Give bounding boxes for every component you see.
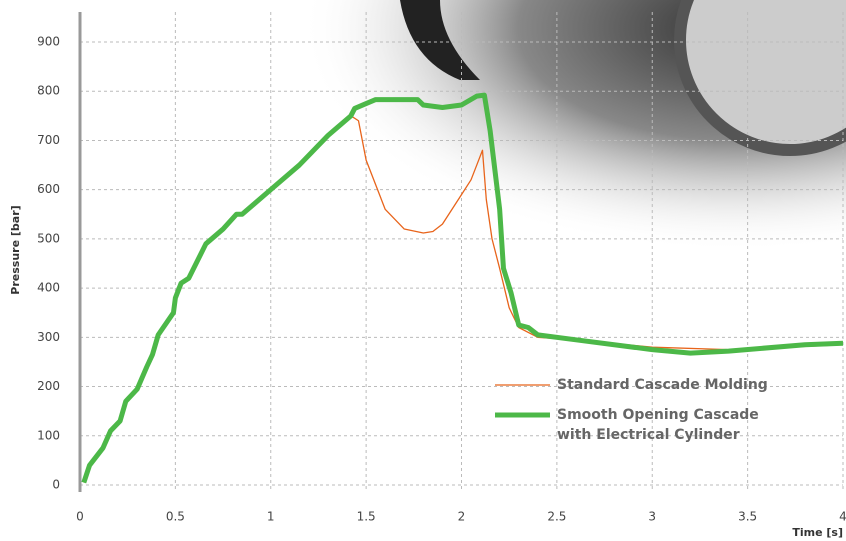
y-tick-label: 500 (37, 231, 60, 245)
y-tick-label: 800 (37, 84, 60, 98)
legend-line: Smooth Opening Cascade (557, 407, 759, 423)
y-tick-label: 900 (37, 35, 60, 49)
x-tick-label: 4 (839, 510, 846, 524)
y-tick-label: 400 (37, 281, 60, 295)
x-tick-label: 3 (648, 510, 656, 524)
y-tick-label: 100 (37, 428, 60, 442)
x-tick-label: 1 (267, 510, 275, 524)
chart: 0 100 200 300 400 500 600 700 800 900 0 0.5 1 1.5 2 2.5… (0, 0, 846, 541)
legend-line: with Electrical Cylinder (557, 427, 740, 443)
x-tick-label: 0.5 (166, 510, 185, 524)
x-axis-label: Time [s] (792, 526, 843, 539)
y-tick-label: 0 (52, 478, 60, 492)
x-tick-label: 1.5 (357, 510, 376, 524)
x-tick-label: 2 (458, 510, 466, 524)
x-tick-label: 3.5 (738, 510, 757, 524)
y-tick-label: 200 (37, 379, 60, 393)
x-tick-label: 2.5 (547, 510, 566, 524)
legend-label: Standard Cascade Molding (557, 377, 768, 393)
y-axis-label: Pressure [bar] (9, 205, 22, 294)
y-tick-label: 700 (37, 133, 60, 147)
x-tick-label: 0 (76, 510, 84, 524)
y-tick-label: 600 (37, 182, 60, 196)
y-tick-label: 300 (37, 330, 60, 344)
legend-label: Smooth Opening Cascade with Electrical Cy… (557, 407, 759, 443)
